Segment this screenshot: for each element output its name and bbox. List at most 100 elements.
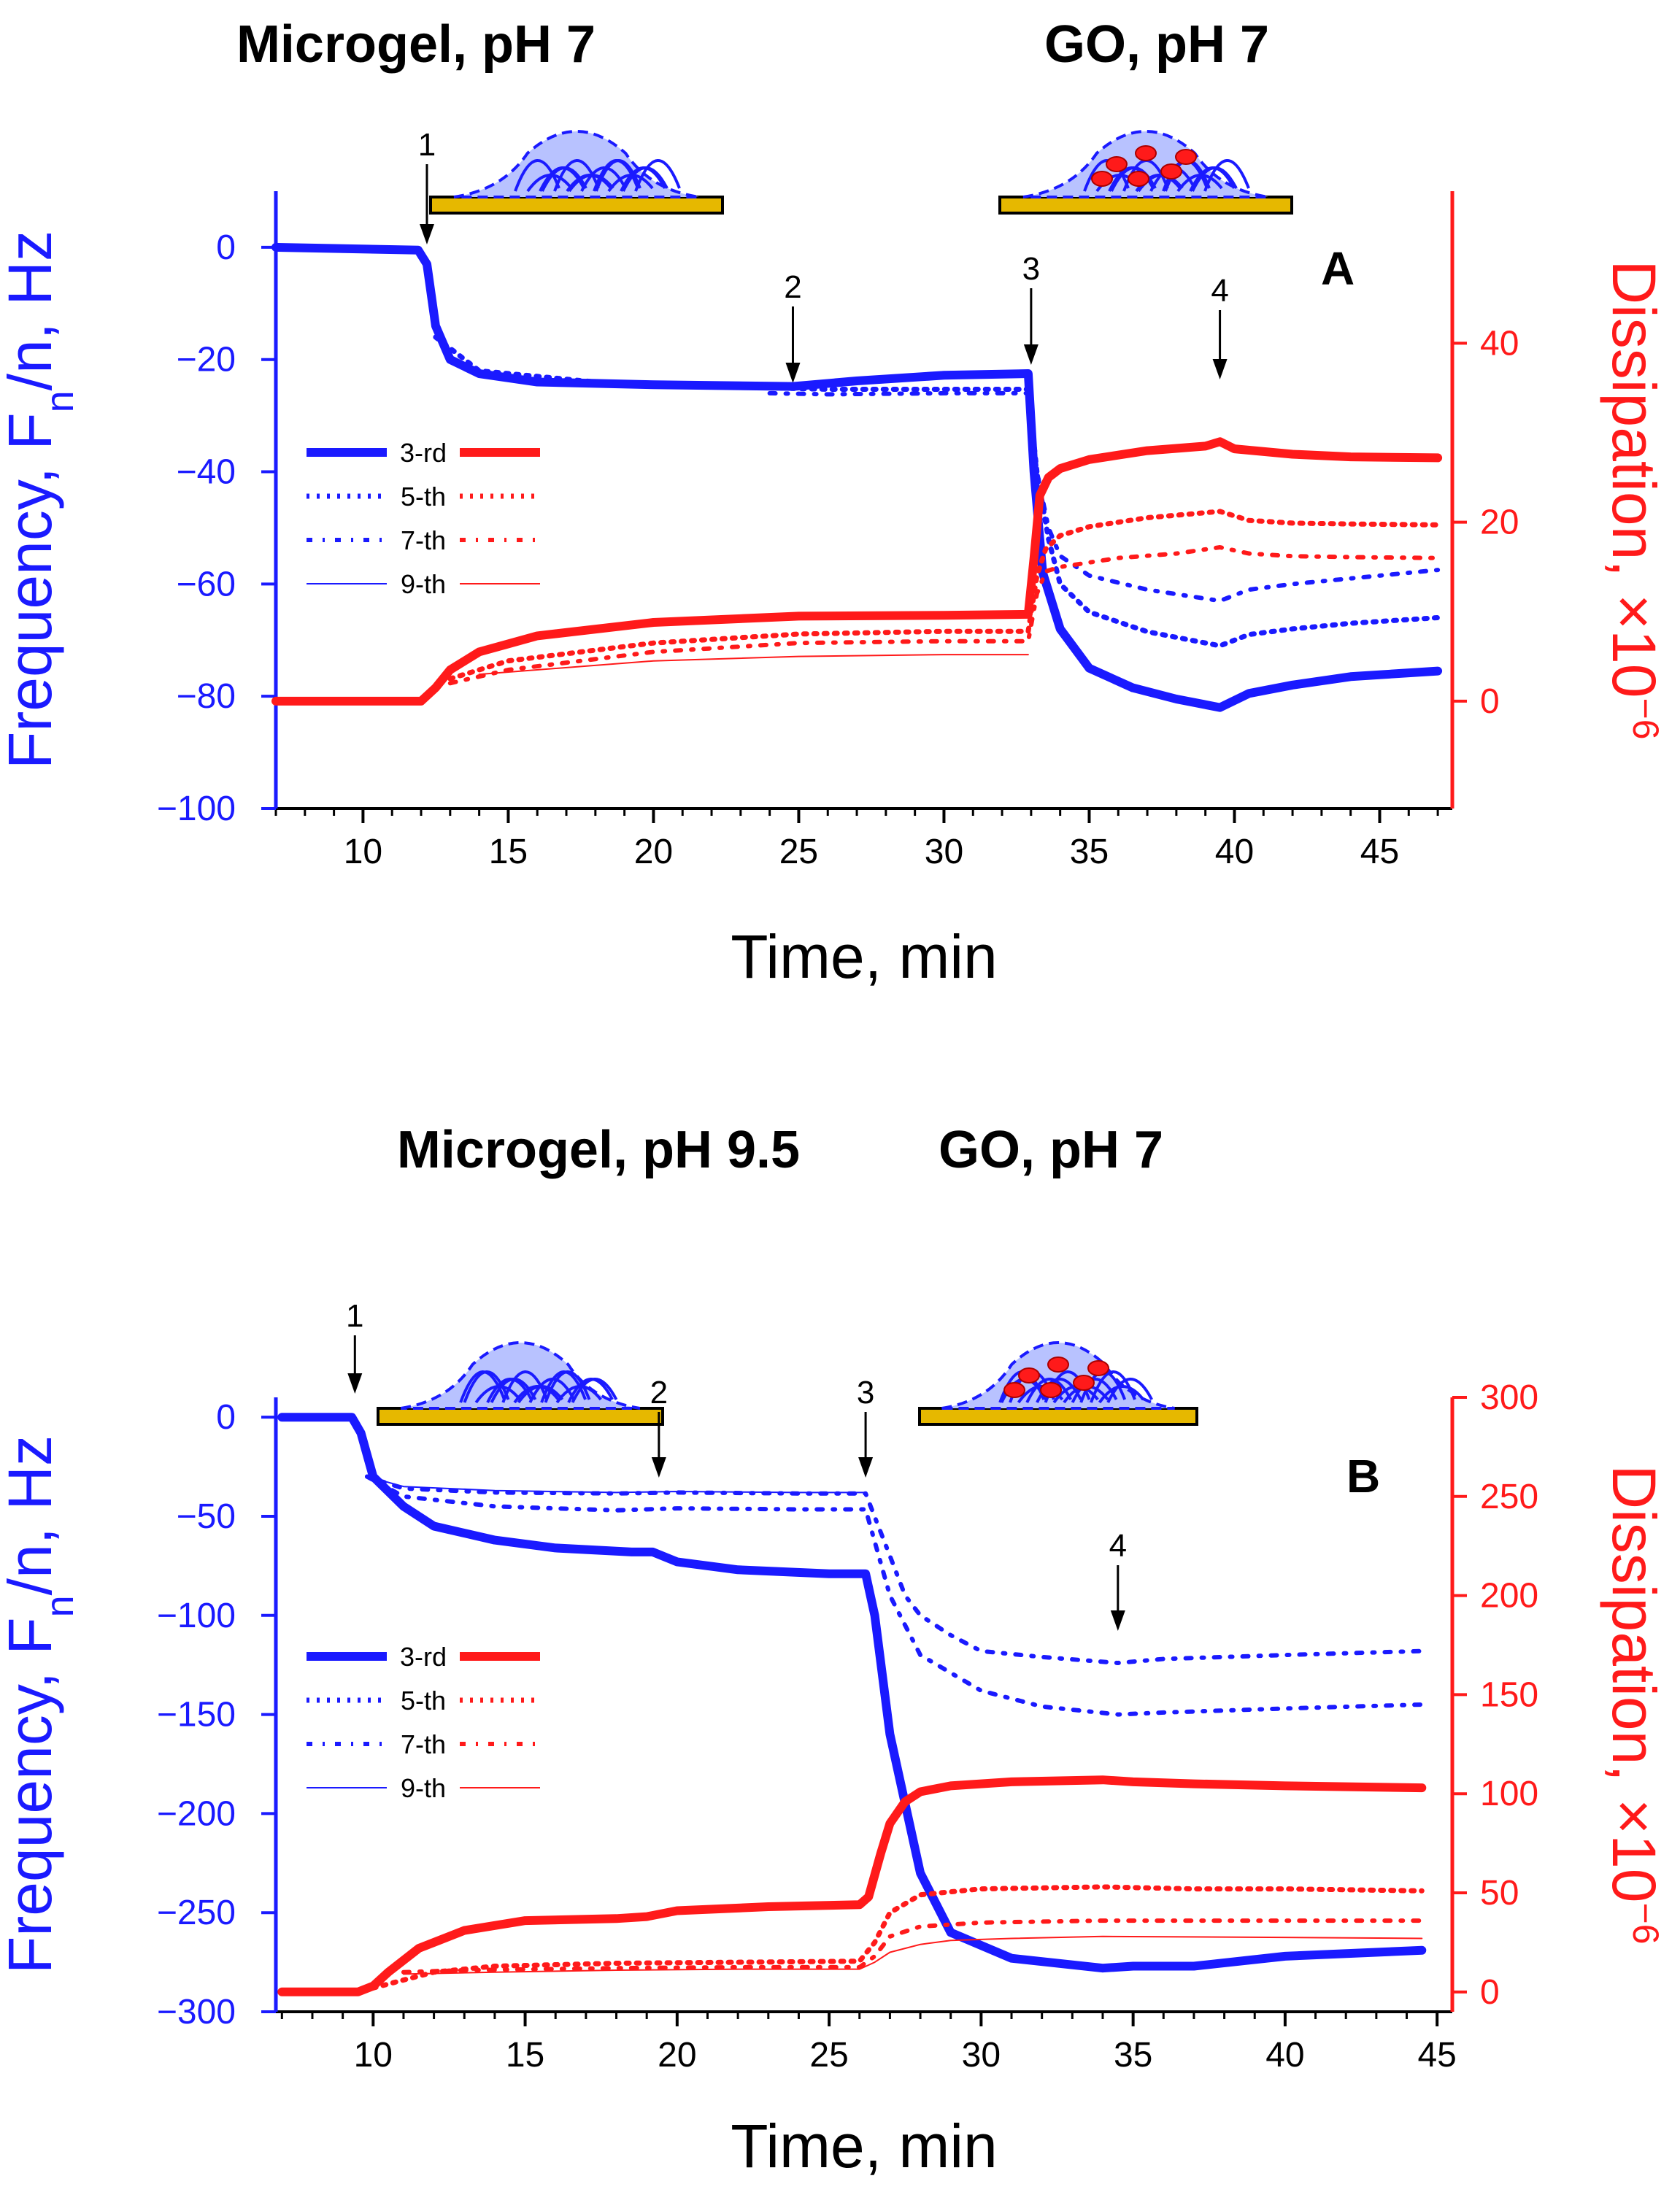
go-particle	[1135, 145, 1157, 161]
y-left-tick-label: −20	[177, 341, 236, 379]
y-left-tick-label: −250	[157, 1894, 236, 1932]
y-left-tick-label: −60	[177, 565, 236, 603]
y-left-tick-label: −300	[157, 1993, 236, 2031]
y-left-tick-label: 0	[216, 228, 236, 267]
series-line-dissipation-7-th	[401, 1918, 1425, 1975]
y-left-tick-label: −40	[177, 453, 236, 492]
series-line-dissipation-3-rd	[277, 1775, 1427, 1996]
polymer-strand	[1203, 159, 1250, 192]
x-axis-label: Time, min	[731, 922, 998, 991]
go-microgel-schematic	[918, 1341, 1198, 1426]
polymer-strand	[463, 1370, 510, 1403]
arrow-label: 3	[857, 1375, 874, 1410]
chart-panel-a: Microgel, pH 7 GO, pH 710 15 20 25 30 35 40 450−…	[0, 15, 1668, 991]
y-right-tick-label: 40	[1480, 324, 1519, 363]
go-particle	[1040, 1382, 1062, 1398]
y-left-tick-label: −150	[157, 1696, 236, 1734]
event-arrow-2: 2	[650, 1375, 668, 1478]
x-tick-label: 35	[1114, 2036, 1152, 2075]
x-tick-label: 10	[354, 2036, 393, 2075]
y-left-axis-label: Frequency, Fn/n, Hz	[0, 1435, 82, 1974]
x-tick-label: 20	[658, 2036, 696, 2075]
go-particle	[1003, 1382, 1025, 1398]
y-right-axis-label: Dissipation, ×10−6	[1600, 1464, 1668, 1944]
series-line-dissipation-9-th	[478, 654, 1029, 676]
arrow-label: 4	[1109, 1528, 1127, 1564]
microgel-schematic	[377, 1341, 664, 1426]
polymer-strand	[553, 159, 600, 192]
y-right-tick-label: 0	[1480, 682, 1500, 721]
panel-label: A	[1321, 242, 1355, 295]
go-particle	[1128, 171, 1149, 187]
series-line-frequency-7-th	[365, 1474, 1425, 1665]
arrow-label: 3	[1022, 251, 1040, 287]
arrow-head	[785, 363, 801, 383]
microgel-blob	[453, 130, 700, 198]
polymer-strand	[1189, 166, 1236, 192]
event-arrow-3: 3	[857, 1375, 874, 1478]
legend-label: 9-th	[401, 1773, 446, 1803]
y-left-tick-label: 0	[216, 1398, 236, 1437]
go-particle	[1106, 156, 1128, 172]
series-line-frequency-7-th	[767, 390, 1441, 603]
microgel-blob	[1022, 130, 1269, 198]
polymer-strand	[544, 1370, 591, 1403]
series-line-dissipation-3-rd	[271, 437, 1443, 706]
polymer-strand	[593, 159, 639, 192]
panel-label: B	[1346, 1450, 1380, 1502]
go-particle	[1087, 1360, 1109, 1376]
arrow-head	[1023, 344, 1039, 365]
polymer-strand	[566, 174, 612, 193]
arrow-head	[1212, 359, 1228, 379]
event-arrow-1: 1	[346, 1298, 364, 1394]
y-left-tick-label: −200	[157, 1794, 236, 1833]
legend-label: 3-rd	[400, 1642, 447, 1672]
event-arrow-4: 4	[1211, 273, 1229, 379]
event-arrow-4: 4	[1109, 1528, 1127, 1631]
go-particle	[1175, 149, 1197, 165]
gold-substrate	[377, 1407, 664, 1426]
y-right-tick-label: 50	[1480, 1874, 1519, 1913]
go-particle	[1091, 171, 1113, 187]
arrow-label: 1	[418, 127, 436, 163]
polymer-strand	[571, 1378, 618, 1403]
event-arrow-2: 2	[784, 269, 802, 383]
arrow-label: 1	[346, 1298, 363, 1334]
series-line-frequency-5-th	[365, 1474, 1425, 1717]
polymer-strand	[474, 1385, 521, 1404]
series-line-dissipation-7-th	[447, 545, 1441, 686]
x-tick-label: 45	[1417, 2036, 1456, 2075]
x-tick-label: 30	[962, 2036, 1001, 2075]
polymer-strand	[634, 159, 681, 192]
polymer-strand	[517, 1385, 564, 1404]
series-line-frequency-5-th	[433, 334, 1441, 649]
series-line-dissipation-9-th	[402, 1935, 1423, 1975]
chart-title: Microgel, pH 7	[236, 15, 596, 74]
y-left-tick-label: −80	[177, 677, 236, 716]
legend-label: 5-th	[401, 482, 446, 512]
y-right-tick-label: 300	[1480, 1378, 1538, 1417]
y-left-tick-label: −100	[157, 790, 236, 828]
y-left-tick-label: −100	[157, 1597, 236, 1635]
go-microgel-schematic	[998, 130, 1293, 215]
go-particle	[1018, 1367, 1040, 1383]
x-tick-label: 45	[1360, 833, 1399, 871]
arrow-head	[419, 224, 434, 244]
arrow-label: 2	[650, 1375, 668, 1410]
arrow-head	[858, 1457, 874, 1478]
legend-label: 5-th	[401, 1686, 446, 1716]
x-tick-label: 40	[1215, 833, 1254, 871]
x-tick-label: 30	[925, 833, 963, 871]
y-right-tick-label: 100	[1480, 1775, 1538, 1813]
y-right-tick-label: 250	[1480, 1478, 1538, 1516]
polymer-strand	[1090, 1370, 1136, 1403]
x-axis-label: Time, min	[731, 2112, 998, 2180]
arrow-label: 2	[784, 269, 801, 305]
x-tick-label: 25	[779, 833, 818, 871]
chart-panel-b: Microgel, pH 9.5 GO, pH 710 15 20 25 30 35 40 45…	[0, 1121, 1668, 2180]
polymer-strand	[501, 1370, 549, 1403]
x-tick-label: 40	[1265, 2036, 1304, 2075]
series-line-dissipation-5-th	[447, 509, 1441, 682]
gold-substrate	[429, 196, 724, 215]
